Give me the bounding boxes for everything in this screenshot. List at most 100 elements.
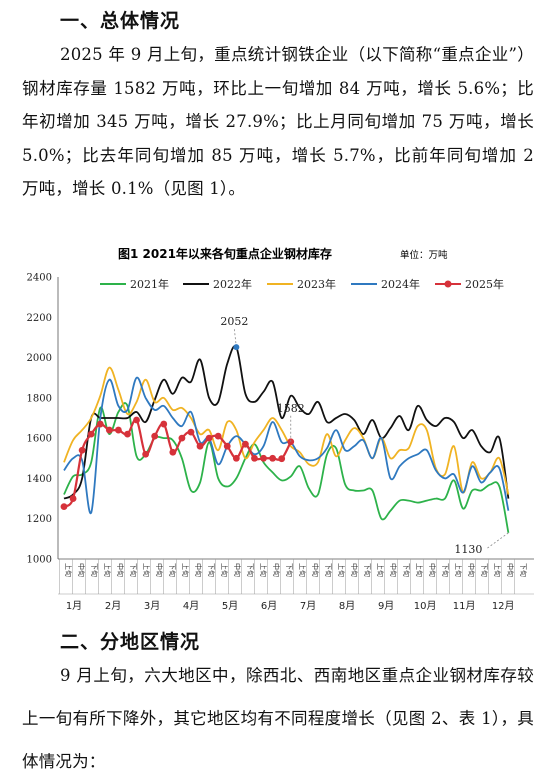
series-point	[124, 430, 131, 438]
series-point	[187, 428, 195, 436]
x-tick-label-period: 上旬	[103, 563, 112, 577]
x-month-label: 2月	[105, 600, 121, 612]
series-point	[133, 416, 140, 424]
x-tick-label-period: 下旬	[285, 563, 294, 577]
x-tick-label-period: 上旬	[259, 563, 268, 577]
x-tick-label-period: 上旬	[142, 563, 151, 577]
series-point	[69, 495, 77, 502]
x-tick-label-period: 上旬	[376, 563, 385, 577]
x-tick-label-period: 下旬	[519, 563, 528, 577]
x-tick-label-period: 上旬	[454, 563, 463, 577]
legend-label: 2025年	[465, 277, 504, 291]
x-tick-label-period: 上旬	[337, 563, 346, 577]
x-tick-label-period: 下旬	[246, 563, 255, 577]
annotation-label: 2052	[220, 315, 248, 328]
series-point	[115, 426, 122, 434]
overview-paragraph: 2025 年 9 月上旬，重点统计钢铁企业（以下简称“重点企业”）钢材库存量 1…	[22, 45, 534, 198]
x-tick-label-period: 中旬	[272, 563, 281, 577]
y-tick-label: 1400	[27, 474, 52, 485]
legend-label: 2023年	[297, 277, 336, 291]
x-month-label: 6月	[261, 600, 277, 612]
x-tick-label-period: 中旬	[467, 563, 476, 577]
series-point	[169, 448, 177, 456]
series-point	[278, 455, 286, 463]
series-point	[205, 434, 213, 442]
series-point	[142, 450, 150, 458]
series-point	[251, 454, 258, 462]
series-point	[287, 438, 295, 446]
x-tick-label-period: 上旬	[181, 563, 190, 577]
series-line	[63, 402, 510, 533]
x-tick-label-period: 上旬	[220, 563, 229, 577]
x-tick-label-period: 下旬	[363, 563, 372, 577]
annotation-label: 1582	[277, 402, 305, 415]
x-tick-label-period: 上旬	[415, 563, 424, 577]
x-tick-label-period: 中旬	[311, 563, 320, 577]
x-tick-label-period: 中旬	[77, 563, 86, 577]
x-tick-label-period: 下旬	[168, 563, 177, 577]
series-line	[63, 376, 510, 514]
x-month-label: 10月	[414, 600, 437, 612]
chart-title: 图1 2021年以来各旬重点企业钢材库存	[118, 246, 332, 261]
series-point	[223, 442, 231, 450]
series-point	[214, 432, 222, 440]
y-tick-label: 1000	[27, 555, 52, 566]
x-month-label: 8月	[339, 600, 355, 612]
x-month-label: 11月	[453, 600, 476, 612]
annotation-leader	[486, 532, 509, 550]
series-line	[63, 345, 510, 500]
x-tick-label-period: 中旬	[428, 563, 437, 577]
series-point	[151, 432, 159, 440]
series-point	[78, 446, 86, 454]
x-tick-label-period: 中旬	[233, 563, 242, 577]
series-point	[242, 440, 249, 448]
x-month-label: 5月	[222, 600, 238, 612]
series-point	[178, 434, 186, 442]
x-month-label: 1月	[66, 600, 82, 612]
legend-marker	[444, 280, 452, 288]
section-heading-regions: 二、分地区情况	[60, 631, 201, 653]
annotation-label: 1130	[454, 543, 482, 556]
x-tick-label-period: 中旬	[155, 563, 164, 577]
x-tick-label-period: 中旬	[506, 563, 515, 577]
x-tick-label-period: 下旬	[129, 563, 138, 577]
series-point	[96, 420, 104, 428]
x-tick-label-period: 上旬	[493, 563, 502, 577]
x-month-label: 3月	[144, 600, 160, 612]
series-point	[232, 454, 240, 462]
legend-label: 2021年	[130, 277, 169, 291]
y-tick-label: 1800	[27, 393, 52, 404]
y-tick-label: 2000	[27, 353, 52, 364]
x-tick-label-period: 中旬	[350, 563, 359, 577]
x-tick-label-period: 中旬	[389, 563, 398, 577]
regions-paragraph: 9 月上旬，六大地区中，除西北、西南地区重点企业钢材库存较上一旬有所下降外，其它…	[22, 666, 534, 771]
x-month-label: 12月	[492, 600, 515, 612]
series-point	[60, 503, 68, 511]
inventory-line-chart: 图1 2021年以来各旬重点企业钢材库存 单位：万吨 1000 1200 1400 160…	[27, 246, 534, 612]
x-tick-label-period: 下旬	[90, 563, 99, 577]
x-tick-label-period: 下旬	[402, 563, 411, 577]
y-tick-label: 1600	[27, 434, 52, 445]
y-tick-label: 2400	[27, 273, 52, 284]
x-month-label: 9月	[378, 600, 394, 612]
y-tick-label: 2200	[27, 313, 52, 324]
y-tick-label: 1200	[27, 514, 52, 525]
chart-unit: 单位：万吨	[400, 249, 448, 261]
x-month-label: 7月	[300, 600, 316, 612]
series-point	[196, 442, 204, 450]
series-point	[87, 430, 95, 438]
x-tick-label-period: 中旬	[194, 563, 203, 577]
x-tick-label-period: 下旬	[324, 563, 333, 577]
series-point	[105, 426, 113, 434]
series-line	[63, 366, 510, 495]
x-month-label: 4月	[183, 600, 199, 612]
x-tick-label-period: 下旬	[441, 563, 450, 577]
annotation-point	[233, 344, 240, 351]
x-tick-label-period: 上旬	[298, 563, 307, 577]
series-point	[269, 454, 277, 462]
annotation-leader	[233, 329, 237, 348]
section-heading-overview: 一、总体情况	[60, 10, 181, 32]
x-tick-label-period: 下旬	[480, 563, 489, 577]
series-point	[260, 454, 267, 462]
series-point	[160, 420, 168, 428]
